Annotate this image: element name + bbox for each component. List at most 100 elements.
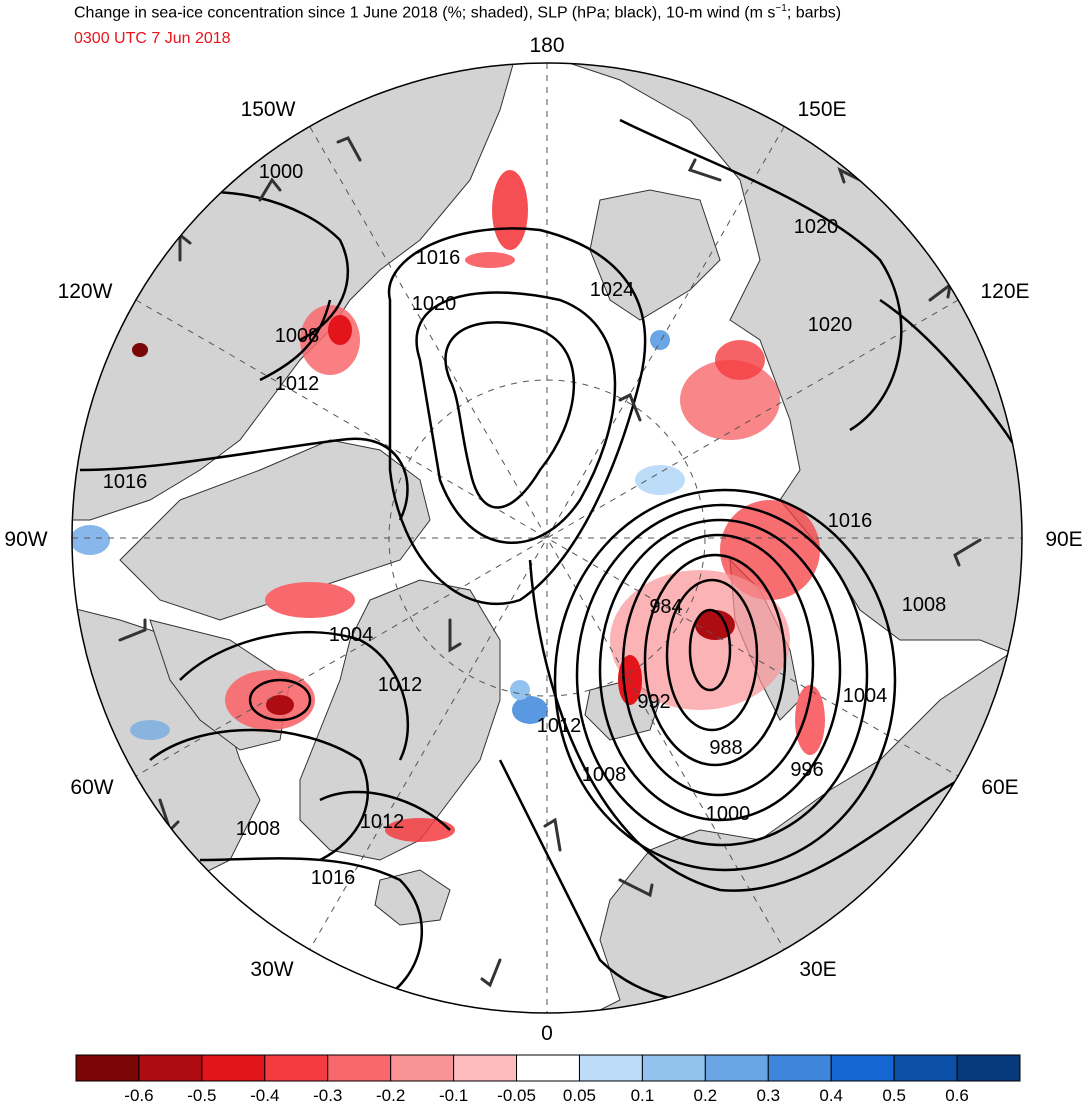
contour-label: 996: [790, 759, 823, 781]
contour-label: 1012: [378, 674, 423, 696]
colorbar-tick-label: -0.4: [250, 1086, 279, 1105]
contour-label: 1012: [275, 373, 320, 395]
slp-contour-labels: 1000 1016 1020 1024 1020 1020 1008 1012 …: [103, 161, 947, 889]
lon-label-90w: 90W: [4, 528, 47, 551]
contour-low-988: [643, 553, 787, 767]
contour-low-996: [598, 518, 842, 822]
colorbar-swatch: [578, 1054, 643, 1082]
ice-loss-kara: [720, 500, 820, 600]
map-title-text: Change in sea-ice concentration since 1 …: [74, 4, 776, 22]
contour-low-core: [688, 608, 732, 692]
wind-barb: [953, 538, 982, 567]
contour-1016-canada: [79, 437, 409, 521]
ice-loss-beaufort-core: [328, 315, 352, 345]
colorbar-tick-label: 0.2: [694, 1086, 718, 1105]
contour-1008-west: [149, 728, 370, 862]
colorbar-swatch: [956, 1054, 1021, 1082]
wind-barb: [448, 618, 462, 653]
contour-low-992: [621, 533, 815, 797]
ice-loss-laptev-core: [715, 340, 765, 380]
colorbar-swatch: [453, 1054, 518, 1082]
colorbar-tick-label: 0.4: [819, 1086, 843, 1105]
land-chukotka: [589, 189, 721, 321]
contour-label: 1020: [412, 293, 457, 315]
contour-label: 1016: [103, 471, 148, 493]
colorbar-swatch: [390, 1054, 455, 1082]
contour-label: 992: [637, 691, 670, 713]
colorbar-tick-label: -0.6: [124, 1086, 153, 1105]
lon-label-150e: 150E: [797, 98, 846, 121]
colorbar-tick-label: 0.6: [945, 1086, 969, 1105]
ice-loss-hudson-core: [266, 695, 294, 715]
contour-low-hudson: [248, 678, 312, 722]
graticule: [72, 63, 1022, 1013]
contour-label: 1020: [808, 314, 853, 336]
ice-loss-baffin-bay: [265, 582, 355, 618]
contour-label: 1016: [416, 247, 461, 269]
contour-label: 1016: [311, 867, 356, 889]
contour-label: 984: [649, 596, 682, 618]
contour-1020-siberia: [619, 118, 903, 432]
contour-label: 1012: [360, 811, 405, 833]
colorbar-swatch: [75, 1054, 140, 1082]
lon-label-0: 0: [541, 1022, 553, 1045]
contour-1020-high: [415, 291, 617, 544]
ice-loss-bering: [492, 170, 528, 250]
contour-label: 1008: [275, 325, 320, 347]
contour-label: 1008: [236, 818, 281, 840]
colorbar-swatch: [201, 1054, 266, 1082]
colorbar-swatch: [767, 1054, 832, 1082]
contour-label: 988: [709, 737, 742, 759]
colorbar-swatch: [516, 1054, 580, 1082]
lon-label-30w: 30W: [250, 958, 293, 981]
contour-label: 1008: [582, 764, 627, 786]
colorbar-swatch: [893, 1054, 958, 1082]
wind-barb: [118, 618, 147, 642]
longitude-labels: 180 150E 120E 90E 60E 30E 0 30W 60W 90W …: [4, 34, 1082, 1045]
colorbar-tick-label: -0.3: [313, 1086, 342, 1105]
lon-label-60w: 60W: [70, 776, 113, 799]
meridian-120e-60w: [135, 299, 959, 777]
wind-barb: [543, 817, 562, 852]
map-border: [71, 62, 1023, 1014]
contour-1012-greenland: [319, 790, 451, 831]
contour-low-1004: [553, 488, 897, 872]
ice-gain-east-siberian: [650, 330, 670, 350]
colorbar-swatch: [327, 1054, 392, 1082]
contour-1016-high: [387, 227, 647, 606]
colorbar-tick-label: 0.1: [631, 1086, 655, 1105]
colorbar-swatch: [138, 1054, 203, 1082]
lon-label-180: 180: [529, 34, 564, 57]
contour-low-1000: [575, 503, 869, 847]
wind-barb: [258, 177, 282, 202]
ice-gain-labrador: [130, 720, 170, 740]
contour-1012-beaufort: [259, 299, 332, 382]
lon-label-120e: 120E: [980, 280, 1029, 303]
map-title-superscript: −1: [775, 3, 787, 14]
wind-barb: [336, 136, 362, 162]
wind-barb: [837, 167, 862, 184]
contour-1024-high: [444, 321, 575, 509]
contour-label: 1000: [259, 161, 304, 183]
colorbar: -0.6 -0.5 -0.4 -0.3 -0.2 -0.1 -0.05 0.05 0.1 0.2 0…: [75, 1054, 1021, 1105]
contour-label: 1000: [706, 803, 751, 825]
valid-time: 0300 UTC 7 Jun 2018: [74, 30, 231, 47]
contour-label: 1016: [828, 510, 873, 532]
contour-label: 1020: [794, 216, 839, 238]
contour-1008-east: [528, 559, 1001, 892]
colorbar-tick-label: -0.1: [439, 1086, 468, 1105]
ice-gain-west: [72, 525, 110, 555]
meridian-150w-30e: [309, 126, 785, 950]
ice-loss-pechora: [795, 685, 825, 755]
contour-low-984: [665, 578, 759, 732]
colorbar-swatch: [264, 1054, 329, 1082]
ice-gain-central: [635, 465, 685, 495]
colorbar-tick-label: 0.3: [756, 1086, 780, 1105]
colorbar-tick-label: -0.05: [497, 1086, 536, 1105]
ice-loss-chukchi: [465, 252, 515, 268]
land-canadian-archipelago: [119, 439, 431, 621]
contour-label: 1008: [902, 594, 947, 616]
lon-label-30e: 30E: [799, 958, 836, 981]
colorbar-swatch: [704, 1054, 769, 1082]
